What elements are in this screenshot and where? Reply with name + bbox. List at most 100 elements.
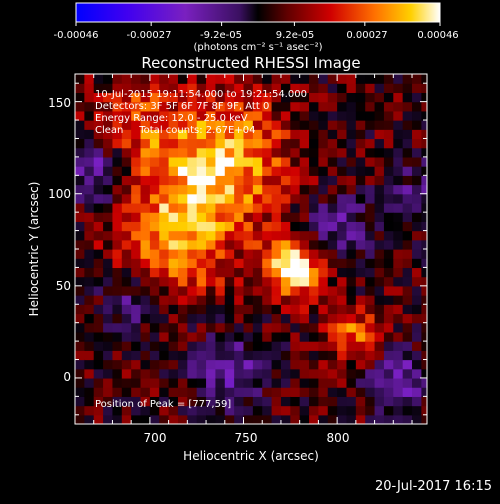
heatmap-cell	[299, 101, 310, 112]
heatmap-cell	[252, 184, 263, 195]
heatmap-cell	[262, 129, 273, 140]
heatmap-cell	[337, 239, 348, 250]
heatmap-cell	[402, 414, 413, 424]
heatmap-cell	[84, 193, 95, 204]
heatmap-cell	[346, 120, 357, 130]
heatmap-cell	[243, 221, 254, 232]
heatmap-cell	[121, 202, 132, 213]
heatmap-cell	[149, 147, 160, 158]
heatmap-cell	[121, 276, 132, 287]
heatmap-cell	[337, 147, 348, 158]
heatmap-cell	[252, 313, 263, 324]
heatmap-cell	[112, 313, 123, 324]
heatmap-cell	[121, 221, 132, 232]
heatmap-cell	[290, 193, 301, 204]
heatmap-cell	[93, 83, 104, 94]
heatmap-cell	[75, 295, 85, 305]
heatmap-cell	[262, 147, 273, 158]
y-tick-label: 50	[56, 279, 71, 293]
heatmap-cell	[252, 359, 263, 370]
heatmap-cell	[93, 258, 104, 269]
heatmap-cell	[75, 341, 85, 351]
heatmap-cell	[402, 313, 413, 324]
heatmap-cell	[224, 285, 235, 296]
heatmap-cell	[402, 83, 413, 94]
heatmap-cell	[103, 396, 114, 407]
heatmap-cell	[383, 110, 394, 121]
heatmap-cell	[196, 331, 207, 342]
heatmap-cell	[159, 322, 170, 333]
heatmap-cell	[421, 387, 427, 397]
heatmap-cell	[393, 414, 404, 424]
heatmap-cell	[309, 166, 319, 176]
heatmap-cell	[140, 267, 151, 278]
heatmap-cell	[93, 239, 104, 250]
heatmap-cell	[327, 230, 338, 241]
heatmap-cell	[402, 396, 413, 407]
heatmap-cell	[299, 341, 310, 351]
heatmap-cell	[309, 359, 319, 370]
heatmap-cell	[299, 221, 310, 232]
heatmap-cell	[121, 359, 132, 370]
heatmap-cell	[93, 350, 104, 361]
heatmap-cell	[149, 285, 160, 296]
heatmap-cell	[103, 267, 114, 278]
colorbar-tick-label: -9.2e-05	[200, 30, 242, 41]
heatmap-cell	[177, 101, 188, 112]
heatmap-cell	[262, 322, 273, 333]
heatmap-cell	[234, 258, 245, 269]
heatmap-cell	[112, 212, 123, 222]
heatmap-cell	[187, 249, 198, 259]
heatmap-cell	[421, 414, 427, 424]
heatmap-cell	[168, 230, 179, 241]
heatmap-cell	[84, 212, 95, 222]
heatmap-cell	[383, 156, 394, 167]
heatmap-cell	[140, 175, 151, 186]
heatmap-cell	[187, 368, 198, 379]
heatmap-cell	[131, 175, 142, 186]
colorbar-ticks	[75, 22, 441, 26]
heatmap-cell	[374, 405, 385, 416]
heatmap-cell	[383, 313, 394, 324]
heatmap-cell	[365, 350, 376, 361]
heatmap-cell	[215, 166, 226, 176]
heatmap-cell	[112, 341, 123, 351]
heatmap-cell	[318, 129, 329, 140]
heatmap-cell	[393, 368, 404, 379]
heatmap-cell	[243, 368, 254, 379]
heatmap-cell	[309, 239, 319, 250]
heatmap-cell	[140, 331, 151, 342]
heatmap-cell	[327, 414, 338, 424]
heatmap-cell	[412, 276, 422, 287]
heatmap-cell	[177, 368, 188, 379]
heatmap-cell	[346, 166, 357, 176]
heatmap-cell	[299, 414, 310, 424]
heatmap-cell	[327, 396, 338, 407]
heatmap-cell	[187, 92, 198, 103]
heatmap-cell	[383, 129, 394, 140]
heatmap-cell	[234, 221, 245, 232]
x-tick-label: 700	[144, 431, 167, 445]
heatmap-cell	[309, 322, 319, 333]
heatmap-cell	[355, 396, 366, 407]
heatmap-cell	[280, 147, 291, 158]
heatmap-cell	[75, 414, 85, 424]
heatmap-cell	[309, 147, 319, 158]
heatmap-cell	[290, 414, 301, 424]
heatmap-cell	[224, 368, 235, 379]
heatmap-cell	[177, 304, 188, 315]
heatmap-cell	[252, 249, 263, 259]
heatmap-cell	[215, 212, 226, 222]
heatmap-cell	[75, 166, 85, 176]
heatmap-cell	[383, 74, 394, 84]
heatmap-cell	[121, 166, 132, 176]
heatmap-cell	[121, 341, 132, 351]
heatmap-cell	[318, 202, 329, 213]
heatmap-cell	[327, 285, 338, 296]
heatmap-cell	[299, 350, 310, 361]
heatmap-cell	[290, 129, 301, 140]
heatmap-cell	[299, 120, 310, 130]
heatmap-cell	[383, 221, 394, 232]
heatmap-cell	[159, 368, 170, 379]
heatmap-cell	[280, 387, 291, 397]
